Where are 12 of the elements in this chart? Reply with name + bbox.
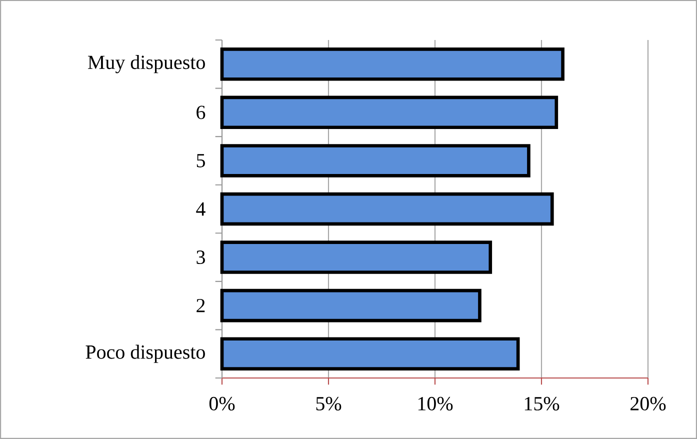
y-tick-label: Poco dispuesto	[86, 344, 205, 363]
y-tick-label: Muy dispuesto	[88, 55, 205, 74]
y-tick-label: 2	[196, 298, 205, 312]
y-tick-label: 4	[196, 202, 206, 216]
x-tick-label: 10%	[418, 396, 453, 410]
x-tick-label: 15%	[524, 396, 560, 410]
y-tick-label: 6	[196, 106, 206, 120]
y-tick-label: 3	[196, 250, 205, 264]
x-tick-label: 5%	[316, 396, 342, 410]
x-tick-label: 0%	[209, 396, 235, 410]
y-tick-label: 5	[196, 154, 205, 168]
x-tick-label: 20%	[630, 396, 666, 410]
